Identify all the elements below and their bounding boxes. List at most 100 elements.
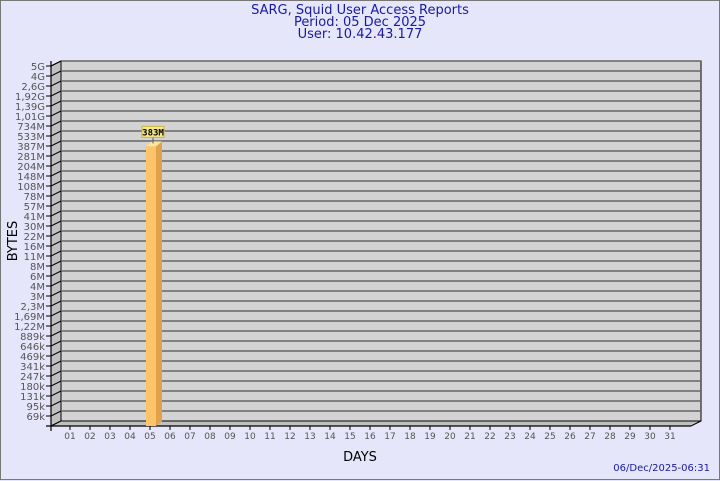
side-tick (50, 110, 62, 117)
side-tick (50, 70, 62, 77)
side-tick (50, 120, 62, 127)
x-tick-label: 10 (244, 432, 256, 442)
x-tick-label: 02 (84, 432, 95, 442)
bar-side (156, 141, 162, 426)
side-tick (50, 330, 62, 337)
chart-title: SARG, Squid User Access Reports (251, 3, 469, 18)
x-tick-label: 03 (104, 432, 115, 442)
y-tick-label: 2,3M (20, 302, 45, 313)
side-tick (50, 370, 62, 377)
x-tick-label: 15 (344, 432, 355, 442)
bar-top (146, 141, 162, 147)
y-axis-label: BYTES (6, 221, 21, 262)
data-label: 383M (142, 128, 164, 138)
side-tick (50, 270, 62, 277)
side-tick (50, 340, 62, 347)
side-tick (50, 400, 62, 407)
x-tick-label: 29 (624, 432, 636, 442)
side-tick (50, 250, 62, 257)
x-tick-label: 24 (524, 432, 536, 442)
x-tick-label: 09 (224, 432, 236, 442)
y-tick-label: 5G (31, 62, 45, 73)
x-tick-label: 19 (424, 432, 436, 442)
side-tick (50, 350, 62, 357)
x-tick-label: 18 (404, 432, 416, 442)
y-tick-label: 387M (17, 142, 45, 153)
y-tick-label: 180k (20, 382, 45, 393)
chart-period: Period: 05 Dec 2025 (293, 15, 427, 30)
x-tick-label: 28 (604, 432, 616, 442)
y-tick-label: 247k (20, 372, 45, 383)
side-tick (50, 410, 62, 417)
y-tick-label: 1,01G (15, 112, 45, 123)
side-tick (50, 320, 62, 327)
side-tick (50, 190, 62, 197)
y-tick-label: 108M (17, 182, 45, 193)
y-tick-label: 131k (20, 392, 45, 403)
x-tick-label: 01 (64, 432, 75, 442)
side-tick (50, 360, 62, 367)
side-tick (50, 180, 62, 187)
y-tick-label: 148M (17, 172, 45, 183)
x-tick-label: 11 (264, 432, 275, 442)
side-tick (50, 290, 62, 297)
x-tick-label: 06 (164, 432, 176, 442)
y-tick-label: 30M (24, 222, 45, 233)
x-tick-label: 22 (484, 432, 495, 442)
y-tick-label: 95k (26, 402, 45, 413)
y-tick-label: 41M (24, 212, 45, 223)
data-label-box (141, 125, 165, 138)
side-tick (50, 160, 62, 167)
x-tick-label: 16 (364, 432, 376, 442)
x-tick-label: 07 (184, 432, 195, 442)
x-tick-label: 30 (644, 432, 656, 442)
y-tick-label: 11M (24, 252, 45, 263)
y-tick-label: 4G (31, 72, 45, 83)
side-tick (50, 130, 62, 137)
side-tick (50, 300, 62, 307)
y-tick-label: 469k (20, 352, 45, 363)
side-tick (50, 260, 62, 267)
y-tick-label: 646k (20, 342, 45, 353)
x-tick-label: 14 (324, 432, 336, 442)
side-tick (50, 200, 62, 207)
y-tick-label: 533M (17, 132, 45, 143)
side-tick (50, 90, 62, 97)
y-tick-label: 341k (20, 362, 45, 373)
side-tick (50, 170, 62, 177)
chart-user: User: 10.42.43.177 (297, 27, 423, 42)
y-tick-label: 281M (17, 152, 45, 163)
y-tick-label: 6M (30, 272, 45, 283)
y-tick-label: 57M (24, 202, 45, 213)
x-tick-label: 17 (384, 432, 395, 442)
y-tick-label: 78M (24, 192, 45, 203)
x-tick-label: 23 (504, 432, 515, 442)
y-tick-label: 1,69M (14, 312, 45, 323)
footer-timestamp: 06/Dec/2025-06:31 (613, 463, 710, 474)
side-tick (50, 80, 62, 87)
x-tick-label: 20 (444, 432, 456, 442)
side-tick (50, 240, 62, 247)
x-tick-label: 27 (584, 432, 595, 442)
side-tick (50, 150, 62, 157)
x-tick-label: 25 (544, 432, 555, 442)
bar (146, 146, 156, 426)
y-tick-label: 1,22M (14, 322, 45, 333)
y-tick-label: 16M (24, 242, 45, 253)
x-tick-label: 05 (144, 432, 155, 442)
x-tick-label: 21 (464, 432, 475, 442)
side-tick (50, 280, 62, 287)
y-tick-label: 889k (20, 332, 45, 343)
x-tick-label: 08 (204, 432, 216, 442)
y-tick-label: 3M (30, 292, 45, 303)
side-tick (50, 210, 62, 217)
side-tick (50, 390, 62, 397)
side-tick (50, 310, 62, 317)
y-tick-label: 1,92G (15, 92, 45, 103)
y-tick-label: 204M (17, 162, 45, 173)
side-tick (50, 60, 62, 67)
y-tick-label: 734M (17, 122, 45, 133)
y-tick-label: 4M (30, 282, 45, 293)
